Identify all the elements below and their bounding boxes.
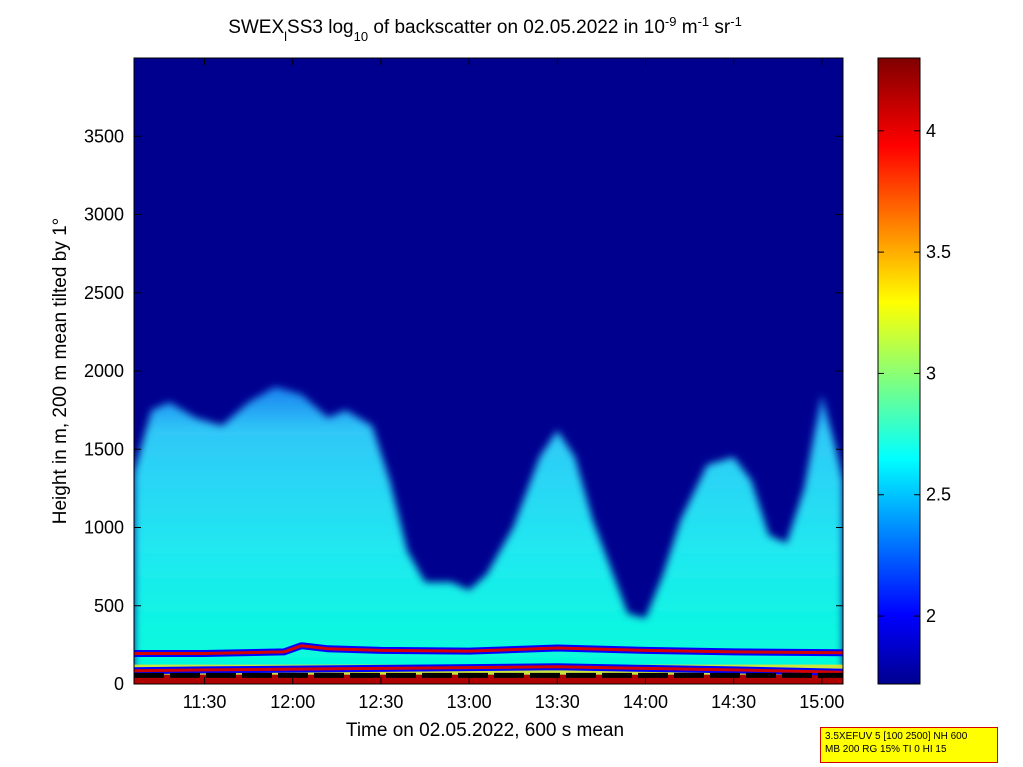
x-tick-label: 14:00	[623, 692, 668, 712]
x-tick-label: 13:00	[447, 692, 492, 712]
y-tick-label: 3500	[84, 126, 124, 146]
colorbar-tick-label: 3	[926, 363, 936, 383]
y-tick-label: 0	[114, 674, 124, 694]
aerosol-layer-region	[134, 386, 843, 684]
y-tick-label: 1500	[84, 439, 124, 459]
boundary-line-1	[134, 665, 843, 674]
y-tick-label: 2000	[84, 361, 124, 381]
x-tick-label: 11:30	[183, 692, 227, 712]
x-axis-label: Time on 02.05.2022, 600 s mean	[346, 720, 624, 741]
y-tick-label: 3000	[84, 205, 124, 225]
plot-area	[134, 58, 843, 684]
info-line-1: 3.5XEFUV 5 [100 2500] NH 600	[825, 731, 968, 742]
y-tick-label: 1000	[84, 518, 124, 538]
chart-title: SWEXlSS3 log10 of backscatter on 02.05.2…	[228, 14, 742, 44]
x-tick-label: 12:30	[358, 692, 403, 712]
info-line-2: MB 200 RG 15% TI 0 HI 15	[825, 744, 947, 755]
y-tick-label: 2500	[84, 283, 124, 303]
y-axis: 0 500 1000 1500 2000 2500 3000 3500	[84, 126, 843, 694]
x-axis: 11:30 12:00 12:30 13:00 13:30 14:00 14:30 15:00	[183, 58, 844, 712]
colorbar-tick-label: 2.5	[926, 485, 951, 505]
colorbar-gradient	[877, 57, 921, 685]
y-axis-label: Height in m, 200 m mean tilted by 1°	[50, 218, 71, 524]
colorbar-tick-label: 2	[926, 606, 936, 626]
colorbar: 2 2.5 3 3.5 4	[877, 57, 951, 685]
x-tick-label: 12:00	[270, 692, 315, 712]
boundary-lines	[134, 642, 843, 678]
x-tick-label: 15:00	[799, 692, 844, 712]
colorbar-tick-label: 3.5	[926, 242, 951, 262]
boundary-line-0	[134, 644, 843, 655]
processing-info-box: 3.5XEFUV 5 [100 2500] NH 600 MB 200 RG 1…	[820, 727, 998, 763]
x-tick-label: 13:30	[535, 692, 580, 712]
x-tick-label: 14:30	[711, 692, 756, 712]
colorbar-ticks: 2 2.5 3 3.5 4	[878, 121, 951, 626]
colorbar-tick-label: 4	[926, 121, 936, 141]
y-tick-label: 500	[94, 596, 124, 616]
surface-band	[134, 674, 843, 684]
